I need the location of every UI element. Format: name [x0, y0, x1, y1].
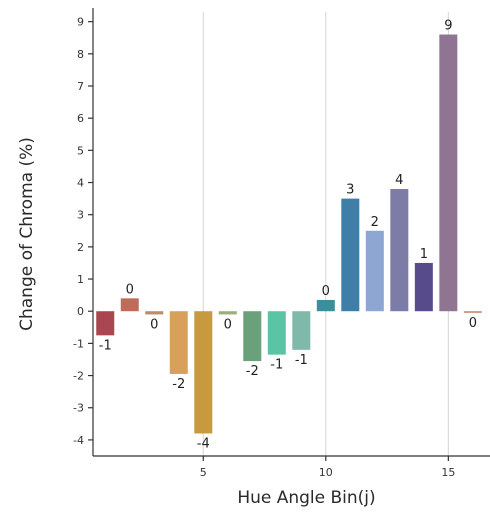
bar [316, 299, 335, 312]
bar [463, 311, 482, 313]
bar-value-label: 0 [126, 282, 134, 297]
data-labels: -1 0 0 -2 -4 0 -2 -1 -1 0 3 2 4 1 9 0 [99, 19, 477, 452]
x-tick-label: 15 [441, 466, 455, 479]
y-tick-label: -4 [73, 434, 84, 447]
y-tick-label: -1 [73, 337, 84, 350]
y-tick-label: 8 [77, 48, 84, 61]
bar-value-label: 1 [420, 247, 428, 262]
axes [92, 8, 490, 457]
bar [194, 311, 213, 434]
y-tick-label: 9 [77, 16, 84, 29]
y-tick-label: -3 [73, 402, 84, 415]
bar-value-label: 0 [224, 317, 232, 332]
bar-value-label: 0 [322, 284, 330, 299]
bar-value-label: -2 [246, 364, 259, 379]
y-axis-title: Change of Chroma (%) [17, 137, 37, 331]
y-tick-label: 5 [77, 144, 84, 157]
y-tick-label: 4 [77, 177, 84, 190]
x-tick-label: 5 [200, 466, 207, 479]
bar-value-label: -4 [197, 436, 210, 451]
bar-value-label: -1 [295, 353, 308, 368]
bar [365, 230, 384, 312]
bar [218, 311, 237, 315]
bar-value-label: 3 [346, 183, 354, 198]
bar [120, 298, 139, 312]
y-tick-label: -2 [73, 370, 84, 383]
y-tick-label: 7 [77, 80, 84, 93]
x-axis-title: Hue Angle Bin(j) [237, 488, 375, 508]
y-tick-labels: -4 -3 -2 -1 0 1 2 3 4 5 6 7 8 9 [73, 16, 93, 447]
bar-value-label: 0 [469, 316, 477, 331]
bars [96, 34, 482, 434]
y-tick-label: 1 [77, 273, 84, 286]
bar [341, 198, 360, 312]
x-tick-labels: 5 10 15 [200, 456, 455, 479]
gridlines [202, 12, 449, 456]
bar [243, 311, 262, 362]
y-tick-label: 0 [77, 305, 84, 318]
bar [414, 262, 433, 312]
y-tick-label: 2 [77, 241, 84, 254]
x-tick-label: 10 [319, 466, 333, 479]
bar-value-label: 4 [395, 173, 403, 188]
bar [96, 311, 115, 336]
bar [390, 188, 409, 312]
bar-value-label: -2 [172, 377, 185, 392]
bar-value-label: 2 [371, 215, 379, 230]
bar-value-label: 0 [150, 317, 158, 332]
bar-value-label: 9 [444, 19, 452, 34]
bar [145, 311, 164, 315]
bar [292, 311, 311, 350]
y-tick-label: 3 [77, 209, 84, 222]
bar [439, 34, 458, 312]
bar [169, 311, 188, 374]
y-tick-label: 6 [77, 112, 84, 125]
bar-value-label: -1 [270, 358, 283, 373]
bar-value-label: -1 [99, 338, 112, 353]
bar [267, 311, 286, 355]
